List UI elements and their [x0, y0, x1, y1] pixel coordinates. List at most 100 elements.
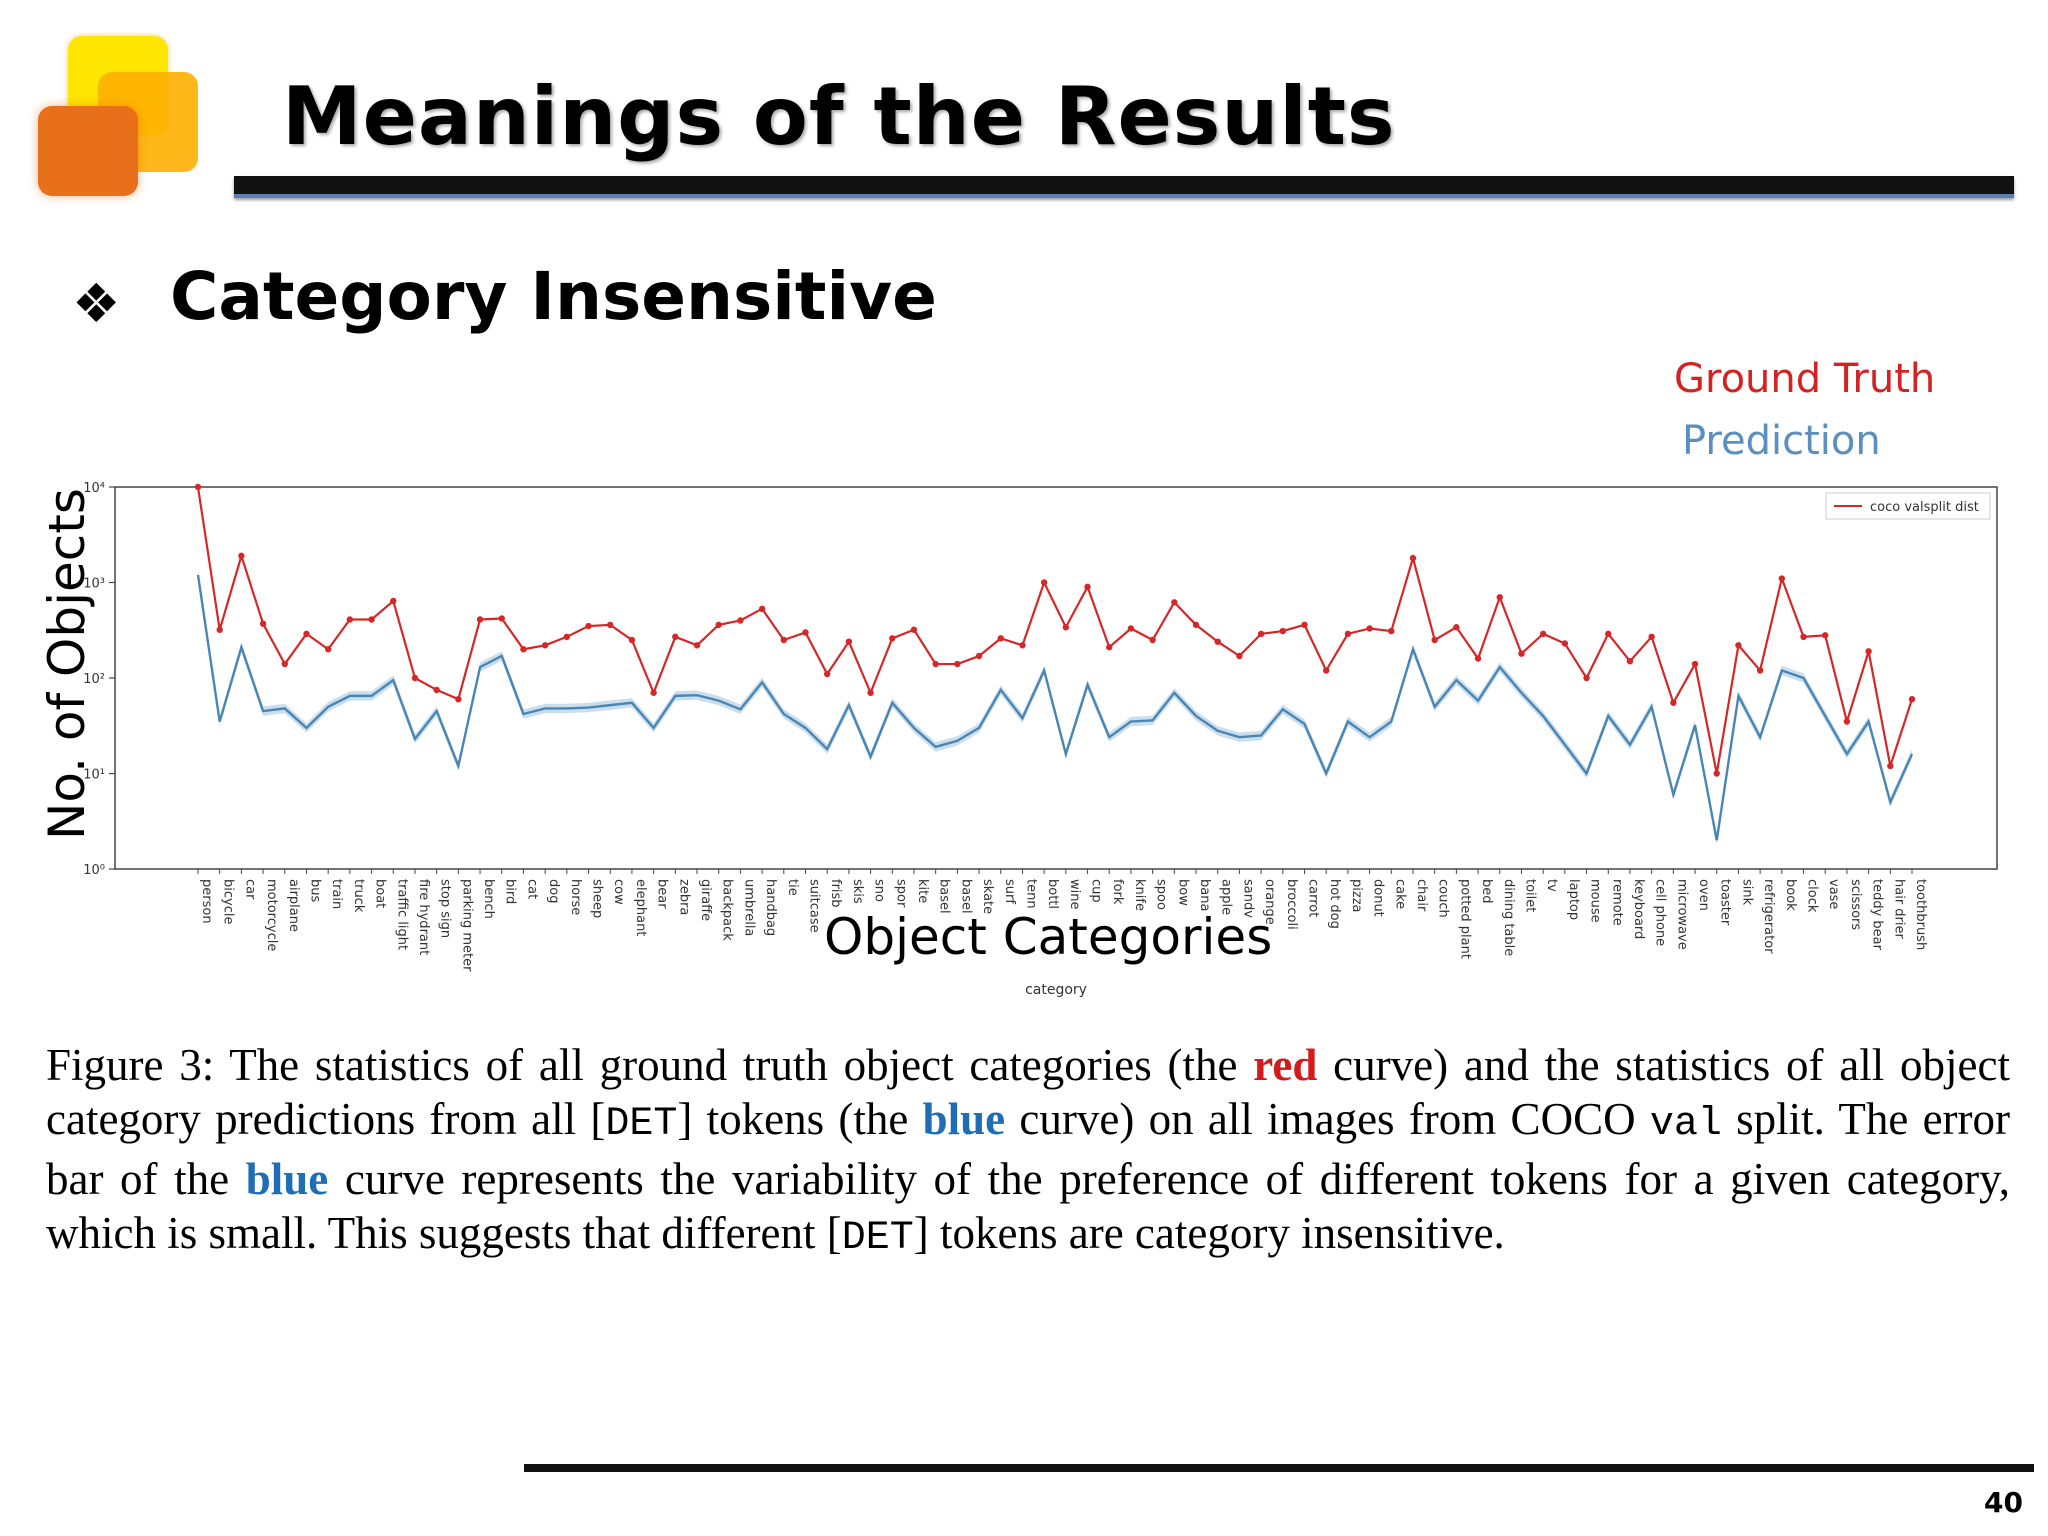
x-tick-label: remote	[1609, 879, 1624, 926]
x-tick-label: bed	[1479, 879, 1494, 904]
ground-truth-point	[520, 646, 527, 653]
x-tick-label: bicycle	[221, 879, 236, 924]
x-axis-annotation: Object Categories	[824, 908, 1273, 966]
x-tick-label: truck	[351, 879, 366, 913]
x-tick-label: boat	[373, 879, 388, 908]
ground-truth-point	[1800, 633, 1807, 641]
x-tick-label: dining table	[1501, 879, 1516, 956]
ground-truth-point	[693, 642, 701, 649]
y-tick-label: 10¹	[83, 768, 105, 783]
x-tick-label: book	[1783, 879, 1798, 911]
ground-truth-point	[1019, 642, 1026, 649]
ground-truth-point	[1084, 583, 1091, 591]
ground-truth-point	[563, 633, 571, 641]
ground-truth-point	[1453, 624, 1460, 631]
x-tick-label: zebra	[676, 879, 691, 915]
caption-blue-word: blue	[922, 1094, 1006, 1144]
caption-det-token: DET	[841, 1216, 914, 1261]
y-tick-label: 10²	[83, 672, 105, 687]
ground-truth-point	[1756, 667, 1764, 674]
figure-caption: Figure 3: The statistics of all ground t…	[46, 1038, 2010, 1266]
ground-truth-point	[1778, 575, 1786, 582]
x-axis-label: category	[1025, 982, 1087, 998]
x-tick-label: toaster	[1718, 879, 1733, 926]
ground-truth-point	[303, 630, 310, 638]
x-tick-label: suitcase	[806, 879, 821, 933]
x-tick-label: frisb	[828, 879, 843, 908]
plot-frame	[114, 486, 1998, 870]
x-tick-label: couch	[1436, 879, 1451, 918]
x-tick-label: potted plant	[1457, 879, 1472, 959]
y-axis-annotation: No. of Objects	[38, 488, 96, 840]
ground-truth-point	[259, 620, 267, 627]
ground-truth-point	[1713, 770, 1720, 777]
x-tick-label: skis	[850, 879, 865, 904]
x-tick-label: oven	[1696, 879, 1711, 911]
logo	[24, 26, 214, 206]
x-tick-label: fork	[1110, 879, 1125, 905]
y-tick-label: 10⁴	[83, 481, 105, 496]
x-tick-label: car	[242, 879, 257, 900]
ground-truth-point	[1670, 699, 1677, 706]
title-underline	[234, 176, 2014, 198]
x-tick-label: spor	[893, 879, 908, 908]
caption-part: split. The error bar of the	[46, 1094, 2010, 1204]
ground-truth-point	[932, 660, 939, 668]
x-tick-label: kite	[915, 879, 930, 903]
x-tick-label: bear	[655, 879, 670, 909]
ground-truth-point	[1822, 632, 1829, 639]
ground-truth-point	[368, 616, 375, 623]
ground-truth-point	[1409, 554, 1417, 562]
x-tick-label: clock	[1805, 879, 1820, 913]
ground-truth-point	[476, 616, 484, 623]
ground-truth-point	[194, 483, 202, 491]
x-tick-label: fire hydrant	[416, 879, 431, 955]
ground-truth-point	[802, 629, 809, 636]
ground-truth-point	[1539, 630, 1547, 638]
x-tick-label: bow	[1175, 879, 1190, 906]
ground-truth-point	[1106, 644, 1113, 651]
x-tick-label: traffic light	[394, 879, 409, 950]
x-tick-label: bench	[481, 879, 496, 919]
ground-truth-point	[672, 633, 679, 641]
ground-truth-point	[1518, 650, 1525, 657]
ground-truth-point	[216, 626, 223, 633]
x-tick-label: tie	[785, 879, 800, 896]
ground-truth-point	[1192, 621, 1200, 629]
caption-red-word: red	[1253, 1040, 1318, 1090]
x-tick-label: tv	[1544, 879, 1559, 892]
ground-truth-point	[889, 635, 896, 642]
ground-truth-point	[780, 636, 787, 644]
x-tick-label: parking meter	[459, 879, 474, 972]
x-tick-label: tenn	[1023, 879, 1038, 909]
ground-truth-point	[433, 686, 440, 694]
prediction-line	[196, 574, 1914, 841]
ground-truth-point	[1257, 630, 1265, 638]
x-tick-label: refrigerator	[1761, 879, 1776, 954]
x-tick-label: handbag	[763, 879, 778, 936]
ground-truth-point	[1236, 652, 1243, 660]
x-tick-label: skate	[980, 879, 995, 914]
x-tick-label: pizza	[1349, 879, 1364, 912]
ground-truth-point	[1149, 636, 1156, 644]
legend-label: coco valsplit dist	[1870, 500, 1979, 515]
ground-truth-point	[1279, 627, 1287, 635]
caption-det-token: DET	[605, 1102, 678, 1147]
x-tick-label: sandv	[1240, 879, 1255, 918]
ground-truth-point	[498, 615, 505, 622]
x-tick-label: sno	[872, 879, 887, 902]
x-tick-label: keyboard	[1631, 879, 1646, 939]
ground-truth-point	[1626, 657, 1634, 665]
ground-truth-point	[281, 660, 288, 668]
ground-truth-point	[737, 617, 744, 624]
x-tick-label: backpack	[720, 879, 735, 941]
x-tick-label: cat	[524, 879, 539, 899]
x-tick-label: toothbrush	[1913, 879, 1928, 950]
x-tick-label: donut	[1371, 879, 1386, 917]
x-tick-label: train	[329, 879, 344, 909]
x-tick-label: mouse	[1588, 879, 1603, 923]
ground-truth-label: Ground Truth	[1674, 356, 1936, 402]
ground-truth-point	[1908, 695, 1916, 703]
slide-title: Meanings of the Results	[282, 70, 1396, 163]
ground-truth-point	[238, 552, 245, 560]
